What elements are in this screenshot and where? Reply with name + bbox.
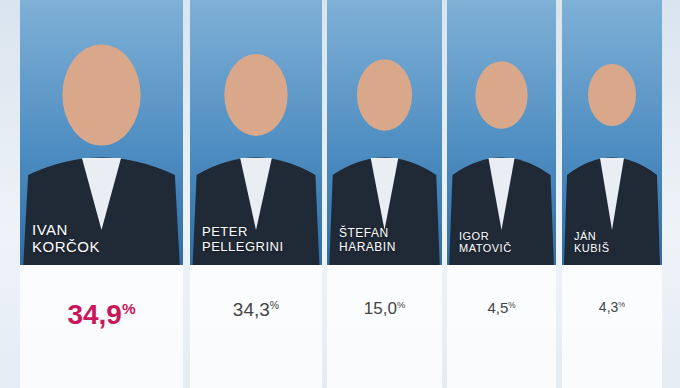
data-label: 34,3% (190, 299, 322, 321)
portrait-shirt (600, 158, 624, 230)
candidate-card: PETERPELLEGRINI 34,3% (190, 0, 322, 388)
data-label: 15,0% (327, 299, 442, 319)
data-label: 34,9% (20, 299, 183, 331)
candidate-name: IVANKORČOK (32, 221, 100, 256)
portrait-head (475, 61, 527, 129)
portrait-shirt (240, 158, 272, 230)
portrait-body (329, 158, 439, 266)
portrait-head (62, 44, 140, 145)
portrait-body (23, 158, 179, 266)
portrait-shirt (488, 158, 514, 230)
result-box: 34,3% (190, 265, 322, 388)
candidate-card: IVANKORČOK 34,9% (20, 0, 183, 388)
photo: IVANKORČOK (20, 0, 183, 265)
portrait-shirt (82, 158, 121, 230)
portrait (562, 0, 662, 265)
portrait-head (588, 64, 636, 126)
result-box: 34,9% (20, 265, 183, 388)
candidate-card: ŠTEFANHARABIN 15,0% (327, 0, 442, 388)
portrait-head (357, 59, 412, 130)
candidate-card: IGORMATOVIČ 4,5% (447, 0, 556, 388)
candidate-name: PETERPELLEGRINI (202, 225, 284, 255)
portrait-shirt (371, 158, 399, 230)
photo: IGORMATOVIČ (447, 0, 556, 265)
portrait-body (564, 158, 660, 266)
photo: ŠTEFANHARABIN (327, 0, 442, 265)
data-label: 4,5% (447, 299, 556, 316)
result-box: 4,5% (447, 265, 556, 388)
portrait-body (449, 158, 554, 266)
data-label: 4,3% (562, 299, 662, 315)
candidate-card: JÁNKUBIŠ 4,3% (562, 0, 662, 388)
portrait-body (193, 158, 320, 266)
portrait (447, 0, 556, 265)
candidate-name: ŠTEFANHARABIN (339, 227, 396, 255)
result-box: 4,3% (562, 265, 662, 388)
candidate-name: JÁNKUBIŠ (574, 230, 610, 255)
photo: PETERPELLEGRINI (190, 0, 322, 265)
portrait (327, 0, 442, 265)
portrait-head (224, 54, 287, 136)
result-box: 15,0% (327, 265, 442, 388)
photo: JÁNKUBIŠ (562, 0, 662, 265)
candidate-name: IGORMATOVIČ (459, 230, 512, 255)
